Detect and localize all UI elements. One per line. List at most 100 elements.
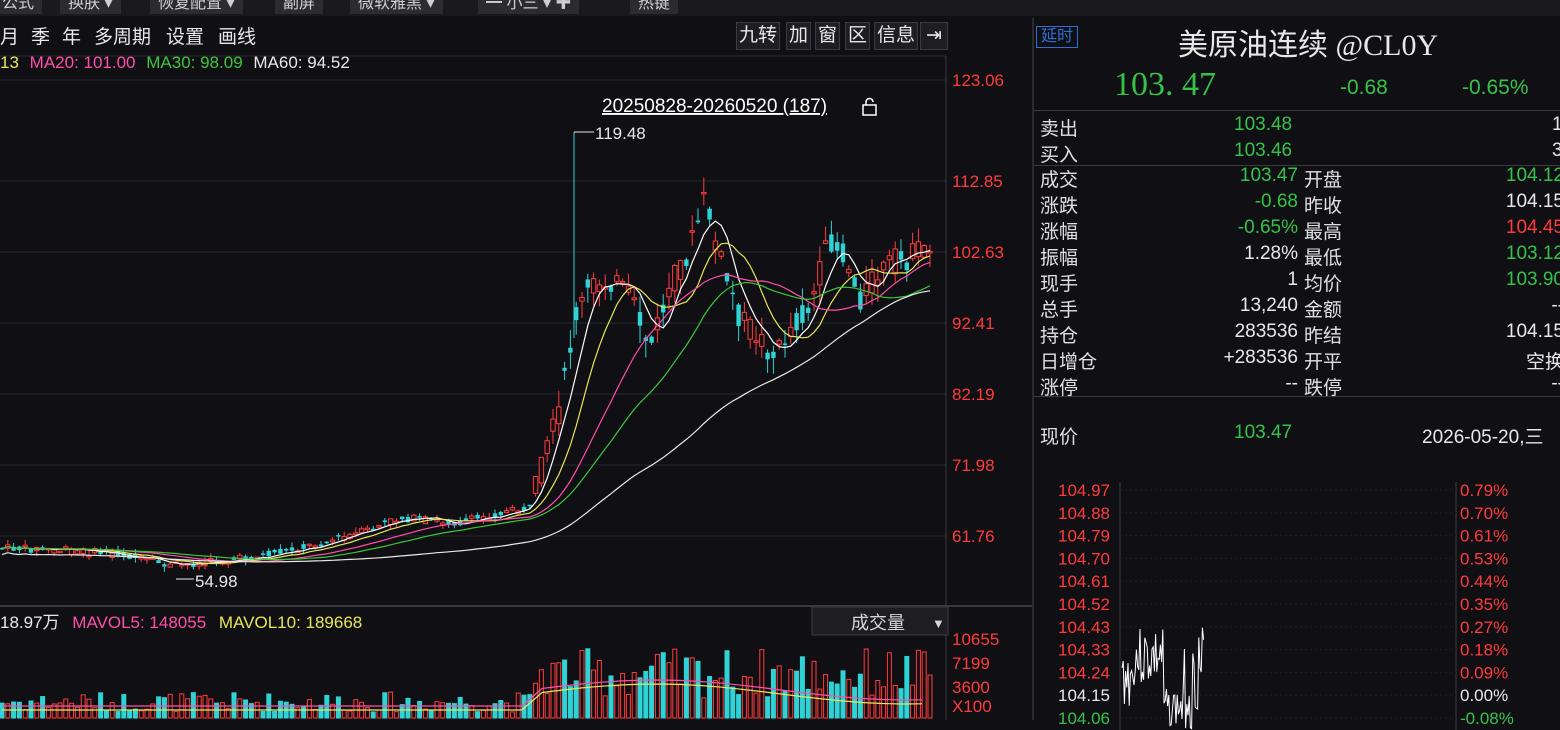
volume-bar bbox=[736, 694, 742, 719]
candle-body bbox=[400, 516, 405, 520]
volume-bar bbox=[498, 700, 504, 719]
toolbar-skin-label: 换肤 bbox=[68, 0, 101, 12]
volume-bar bbox=[393, 711, 399, 719]
intraday-pct-label: 0.27% bbox=[1460, 618, 1508, 637]
candle-body bbox=[272, 549, 277, 553]
candle-body bbox=[875, 279, 881, 286]
intraday-pct-label: 0.70% bbox=[1460, 504, 1508, 523]
candle-body bbox=[747, 319, 753, 340]
toolbar-hotkey[interactable]: 热键 bbox=[630, 0, 679, 14]
candle-body bbox=[811, 291, 817, 295]
intraday-price-label: 104.70 bbox=[1058, 549, 1110, 568]
kline-chart[interactable]: 123.06 112.85 102.63 92.41 82.19 71.98 6… bbox=[0, 18, 1032, 720]
lock-icon[interactable] bbox=[862, 97, 877, 116]
candle-body bbox=[260, 553, 266, 555]
volume-bar bbox=[492, 703, 498, 719]
toolbar-formula[interactable]: 公式 bbox=[0, 0, 43, 14]
quote-label: 现手 bbox=[1040, 274, 1079, 295]
period-draw[interactable]: 画线 bbox=[218, 27, 257, 48]
tool-add[interactable]: 加 bbox=[786, 22, 812, 50]
candle-body bbox=[771, 351, 776, 358]
volume-bar bbox=[747, 676, 753, 719]
candle-body bbox=[585, 279, 590, 288]
period-quarter[interactable]: 季 bbox=[31, 27, 51, 48]
intraday-price-label: 104.88 bbox=[1058, 504, 1110, 523]
quote-label: 金额 bbox=[1304, 300, 1343, 321]
candle-body bbox=[794, 313, 799, 331]
volume-bar bbox=[527, 694, 533, 719]
now-price-label: 现价 bbox=[1040, 427, 1079, 448]
volume-bar bbox=[161, 697, 167, 719]
intraday-price-label: 104.52 bbox=[1058, 595, 1110, 614]
minus-icon[interactable]: ━ bbox=[486, 0, 503, 12]
intraday-chart[interactable]: 104.97 0.79% 104.88 0.70% 104.79 0.61% 104.70 0… bbox=[1034, 458, 1560, 730]
quote-value: 104.45 bbox=[1505, 217, 1560, 238]
period-year[interactable]: 年 bbox=[62, 27, 82, 48]
candle-body bbox=[806, 307, 811, 313]
candle-body bbox=[382, 520, 387, 523]
toolbar-restore[interactable]: 恢复配置 ▾ bbox=[150, 0, 243, 14]
collapse-panel-icon[interactable]: ⇥ bbox=[920, 22, 948, 50]
volume-bar bbox=[208, 698, 214, 719]
tool-range[interactable]: 区 bbox=[845, 22, 871, 50]
candle-body bbox=[133, 553, 138, 558]
volume-bar bbox=[643, 670, 649, 719]
price-change: -0.68 bbox=[1340, 76, 1388, 99]
buy-label: 买入 bbox=[1040, 145, 1079, 166]
toolbar-skin[interactable]: 换肤 ▾ bbox=[60, 0, 121, 14]
ma60-line bbox=[1, 290, 931, 563]
quote-value: 104.15 bbox=[1505, 321, 1560, 342]
tool-info[interactable]: 信息 bbox=[874, 22, 919, 50]
volume-bar bbox=[138, 710, 144, 719]
volume-bar bbox=[927, 674, 933, 719]
volume-indicator-select[interactable] bbox=[811, 606, 949, 636]
candle-body bbox=[318, 544, 324, 547]
candle-body bbox=[28, 548, 34, 553]
volume-bar bbox=[637, 677, 643, 719]
quote-value: 1 bbox=[1287, 269, 1298, 290]
range-label[interactable]: 20250828-20260520 (187) bbox=[602, 96, 827, 117]
candle-body bbox=[695, 220, 701, 223]
quote-label: 跌停 bbox=[1304, 378, 1343, 399]
volume-bar bbox=[318, 704, 324, 719]
candle-body bbox=[741, 311, 748, 321]
volume-bar bbox=[672, 648, 678, 719]
intraday-pct-label: -0.08% bbox=[1460, 709, 1514, 728]
quote-label: 开盘 bbox=[1304, 170, 1343, 191]
quote-value: 空换 bbox=[1525, 352, 1560, 373]
now-date: 2026-05-20,三 bbox=[1422, 427, 1544, 448]
candle-body bbox=[718, 251, 724, 257]
quote-value: -- bbox=[1551, 295, 1560, 316]
intraday-price-label: 104.61 bbox=[1058, 572, 1110, 591]
volume-bar bbox=[5, 703, 11, 719]
period-multi[interactable]: 多周期 bbox=[94, 27, 152, 48]
toolbar-second-screen[interactable]: 副屏 bbox=[275, 0, 324, 14]
period-settings[interactable]: 设置 bbox=[166, 27, 205, 48]
top-toolbar: 公式 换肤 ▾ 恢复配置 ▾ 副屏 微软雅黑 ▾ ━ 小三 ▾ ✚ 热键 bbox=[0, 0, 1560, 16]
toolbar-font[interactable]: 微软雅黑 ▾ bbox=[350, 0, 443, 14]
tool-window[interactable]: 窗 bbox=[815, 22, 841, 50]
volume-bar bbox=[817, 688, 823, 719]
plus-icon[interactable]: ✚ bbox=[555, 0, 572, 12]
intraday-price-label: 104.33 bbox=[1058, 641, 1110, 660]
volume-bar bbox=[428, 709, 434, 719]
volume-bar bbox=[74, 706, 80, 719]
chevron-down-icon[interactable]: ▼ bbox=[932, 616, 945, 631]
volume-bar bbox=[753, 692, 759, 719]
intraday-pct-label: 0.61% bbox=[1460, 527, 1508, 546]
tool-nine-turn[interactable]: 九转 bbox=[736, 22, 781, 50]
volume-bar bbox=[701, 697, 707, 719]
volume-bar bbox=[40, 696, 46, 719]
candle-body bbox=[927, 250, 933, 254]
quote-label: 持仓 bbox=[1040, 326, 1079, 347]
candle-body bbox=[358, 528, 365, 534]
volume-bar bbox=[596, 659, 602, 719]
volume-bar bbox=[127, 709, 133, 719]
period-month[interactable]: 月 bbox=[0, 27, 20, 48]
instrument-title: 美原油连续 @CL0Y bbox=[1178, 29, 1439, 62]
volume-bar bbox=[689, 657, 695, 719]
volume-bar bbox=[788, 669, 794, 719]
volume-bar bbox=[915, 649, 921, 719]
volume-bar bbox=[405, 697, 411, 719]
toolbar-fontsize[interactable]: ━ 小三 ▾ ✚ bbox=[478, 0, 580, 14]
